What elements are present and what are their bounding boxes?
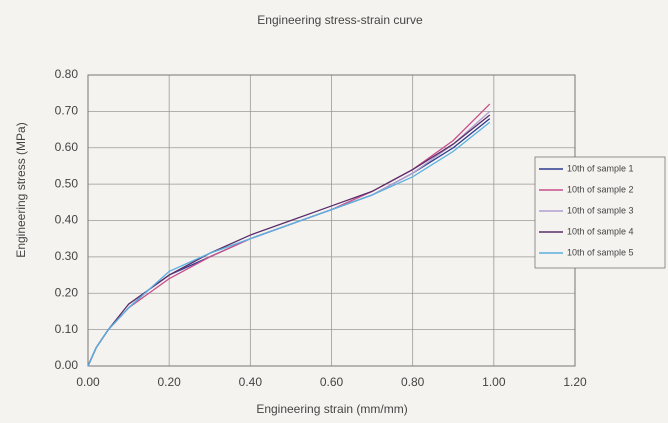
x-axis-label: Engineering strain (mm/mm) xyxy=(256,402,407,416)
series-line xyxy=(87,103,491,367)
x-tick-label: 1.00 xyxy=(482,375,506,389)
x-tick-label: 1.20 xyxy=(563,375,587,389)
x-tick-label: 0.40 xyxy=(239,375,263,389)
y-tick-label: 0.80 xyxy=(55,67,79,81)
y-axis-label: Engineering stress (MPa) xyxy=(14,122,28,257)
legend-label: 10th of sample 3 xyxy=(567,205,634,215)
y-tick-label: 0.20 xyxy=(55,285,79,299)
legend-label: 10th of sample 2 xyxy=(567,184,634,194)
x-tick-label: 0.00 xyxy=(76,375,100,389)
y-tick-label: 0.00 xyxy=(55,358,79,372)
legend-label: 10th of sample 1 xyxy=(567,163,634,173)
y-tick-label: 0.70 xyxy=(55,104,79,118)
x-tick-label: 0.80 xyxy=(401,375,425,389)
y-tick-label: 0.40 xyxy=(55,213,79,227)
legend: 10th of sample 1 10th of sample 2 10th of … xyxy=(534,156,666,269)
chart-title: Engineering stress-strain curve xyxy=(257,13,423,27)
x-tick-label: 0.20 xyxy=(157,375,181,389)
legend-label: 10th of sample 4 xyxy=(567,226,634,236)
y-tick-label: 0.60 xyxy=(55,140,79,154)
y-tick-label: 0.10 xyxy=(55,322,79,336)
x-tick-label: 0.60 xyxy=(320,375,344,389)
y-tick-label: 0.30 xyxy=(55,249,79,263)
legend-box xyxy=(534,156,666,269)
series-line xyxy=(87,114,491,367)
series-line xyxy=(87,110,491,367)
legend-label: 10th of sample 5 xyxy=(567,247,634,257)
series-line xyxy=(87,118,491,367)
y-tick-label: 0.50 xyxy=(55,176,79,190)
series-line xyxy=(87,121,491,367)
